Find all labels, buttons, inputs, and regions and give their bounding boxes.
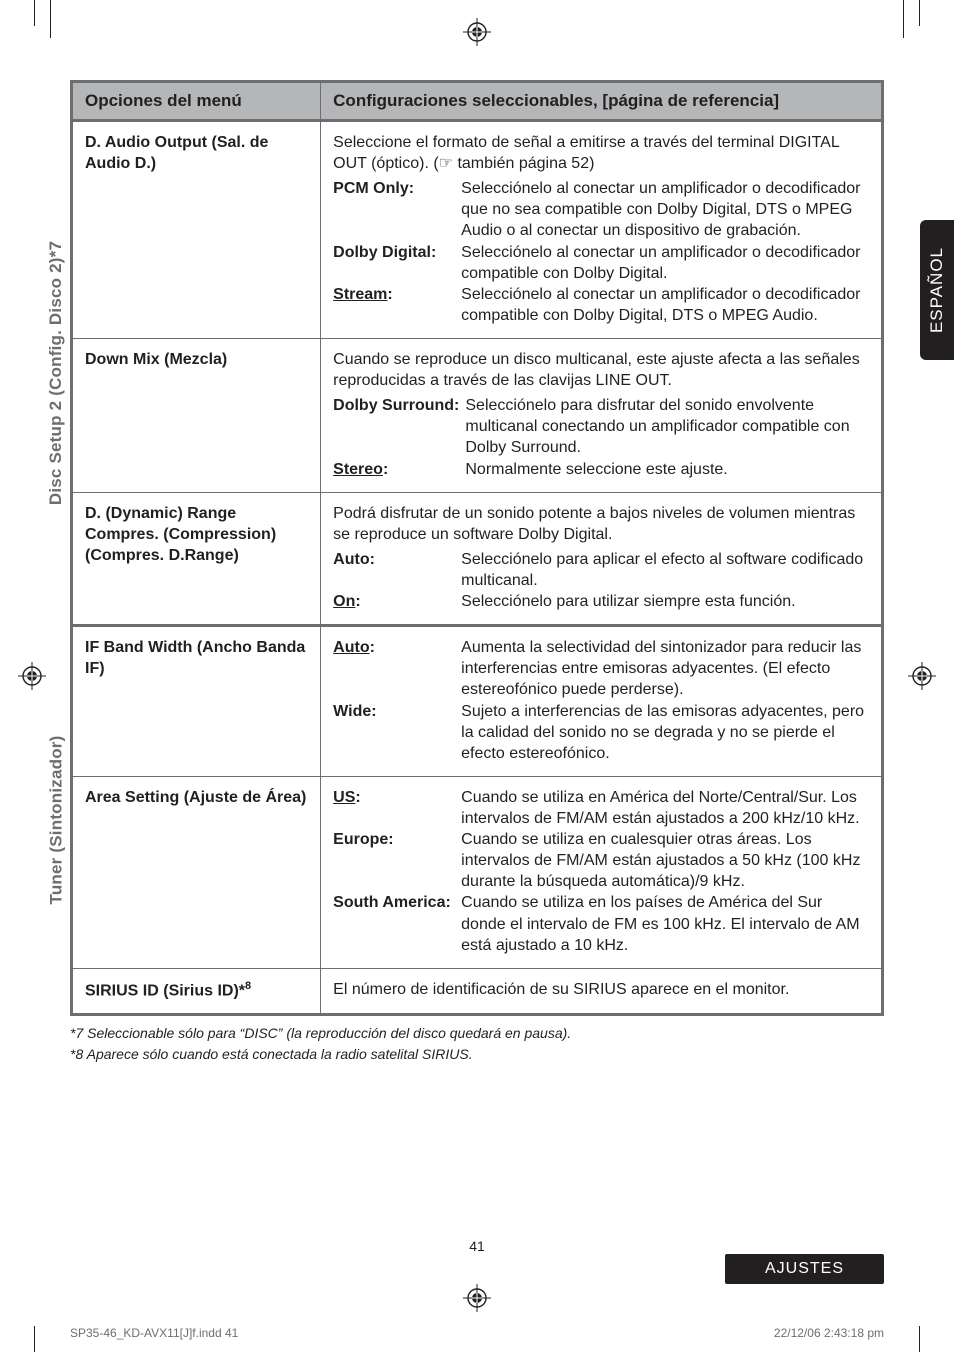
- crop-mark: [919, 1326, 920, 1352]
- crop-mark: [919, 0, 920, 26]
- table-row: Area Setting (Ajuste de Área)US:Cuando s…: [72, 776, 883, 968]
- header-col1: Opciones del menú: [72, 82, 321, 121]
- footer-filename: SP35-46_KD-AVX11[J]f.indd 41: [70, 1326, 238, 1340]
- option-name: Area Setting (Ajuste de Área): [72, 776, 321, 968]
- intro-text: Cuando se reproduce un disco multicanal,…: [333, 349, 869, 391]
- option-name: IF Band Width (Ancho Banda IF): [72, 626, 321, 777]
- section-box: AJUSTES: [725, 1254, 884, 1284]
- intro-text: Podrá disfrutar de un sonido potente a b…: [333, 503, 869, 545]
- header-col2: Configuraciones seleccionables, [página …: [321, 82, 883, 121]
- table-row: IF Band Width (Ancho Banda IF)Auto:Aumen…: [72, 626, 883, 777]
- settings-table: Opciones del menú Configuraciones selecc…: [70, 80, 884, 1016]
- crop-mark: [903, 0, 904, 38]
- option-name: D. Audio Output (Sal. de Audio D.): [72, 121, 321, 339]
- language-tab-label: ESPAÑOL: [927, 247, 947, 333]
- footnote: *8 Aparece sólo cuando está conectada la…: [70, 1045, 884, 1064]
- table-header-row: Opciones del menú Configuraciones selecc…: [72, 82, 883, 121]
- table-row: D. (Dynamic) Range Compres. (Compression…: [72, 492, 883, 626]
- vertical-label-disc: Disc Setup 2 (Config. Disco 2)*7: [42, 121, 70, 626]
- registration-mark-icon: [463, 1284, 491, 1312]
- crop-mark: [34, 1326, 35, 1352]
- option-values: El número de identificación de su SIRIUS…: [321, 968, 883, 1014]
- registration-mark-icon: [463, 18, 491, 46]
- table-row: SIRIUS ID (Sirius ID)*8El número de iden…: [72, 968, 883, 1014]
- option-values: Auto:Aumenta la selectividad del sintoni…: [321, 626, 883, 777]
- option-name: SIRIUS ID (Sirius ID)*8: [72, 968, 321, 1014]
- footnote: *7 Seleccionable sólo para “DISC” (la re…: [70, 1024, 884, 1043]
- option-values: Seleccione el formato de señal a emitirs…: [321, 121, 883, 339]
- table-row: Down Mix (Mezcla) Cuando se reproduce un …: [72, 338, 883, 492]
- vertical-label-tuner: Tuner (Sintonizador): [42, 626, 70, 1015]
- footnotes: *7 Seleccionable sólo para “DISC” (la re…: [70, 1024, 884, 1064]
- option-name: D. (Dynamic) Range Compres. (Compression…: [72, 492, 321, 626]
- registration-mark-icon: [908, 662, 936, 690]
- option-values: Podrá disfrutar de un sonido potente a b…: [321, 492, 883, 626]
- language-tab: ESPAÑOL: [920, 220, 954, 360]
- option-values: US:Cuando se utiliza en América del Nort…: [321, 776, 883, 968]
- crop-mark: [34, 0, 35, 26]
- page-number: 41: [469, 1238, 485, 1254]
- table-wrap: Disc Setup 2 (Config. Disco 2)*7 Tuner (…: [70, 80, 884, 1016]
- crop-mark: [50, 0, 51, 38]
- page-content: Disc Setup 2 (Config. Disco 2)*7 Tuner (…: [70, 80, 884, 1066]
- intro-text: Seleccione el formato de señal a emitirs…: [333, 132, 869, 174]
- option-name: Down Mix (Mezcla): [72, 338, 321, 492]
- footer-timestamp: 22/12/06 2:43:18 pm: [774, 1326, 884, 1340]
- option-values: Cuando se reproduce un disco multicanal,…: [321, 338, 883, 492]
- table-row: D. Audio Output (Sal. de Audio D.) Selecc…: [72, 121, 883, 339]
